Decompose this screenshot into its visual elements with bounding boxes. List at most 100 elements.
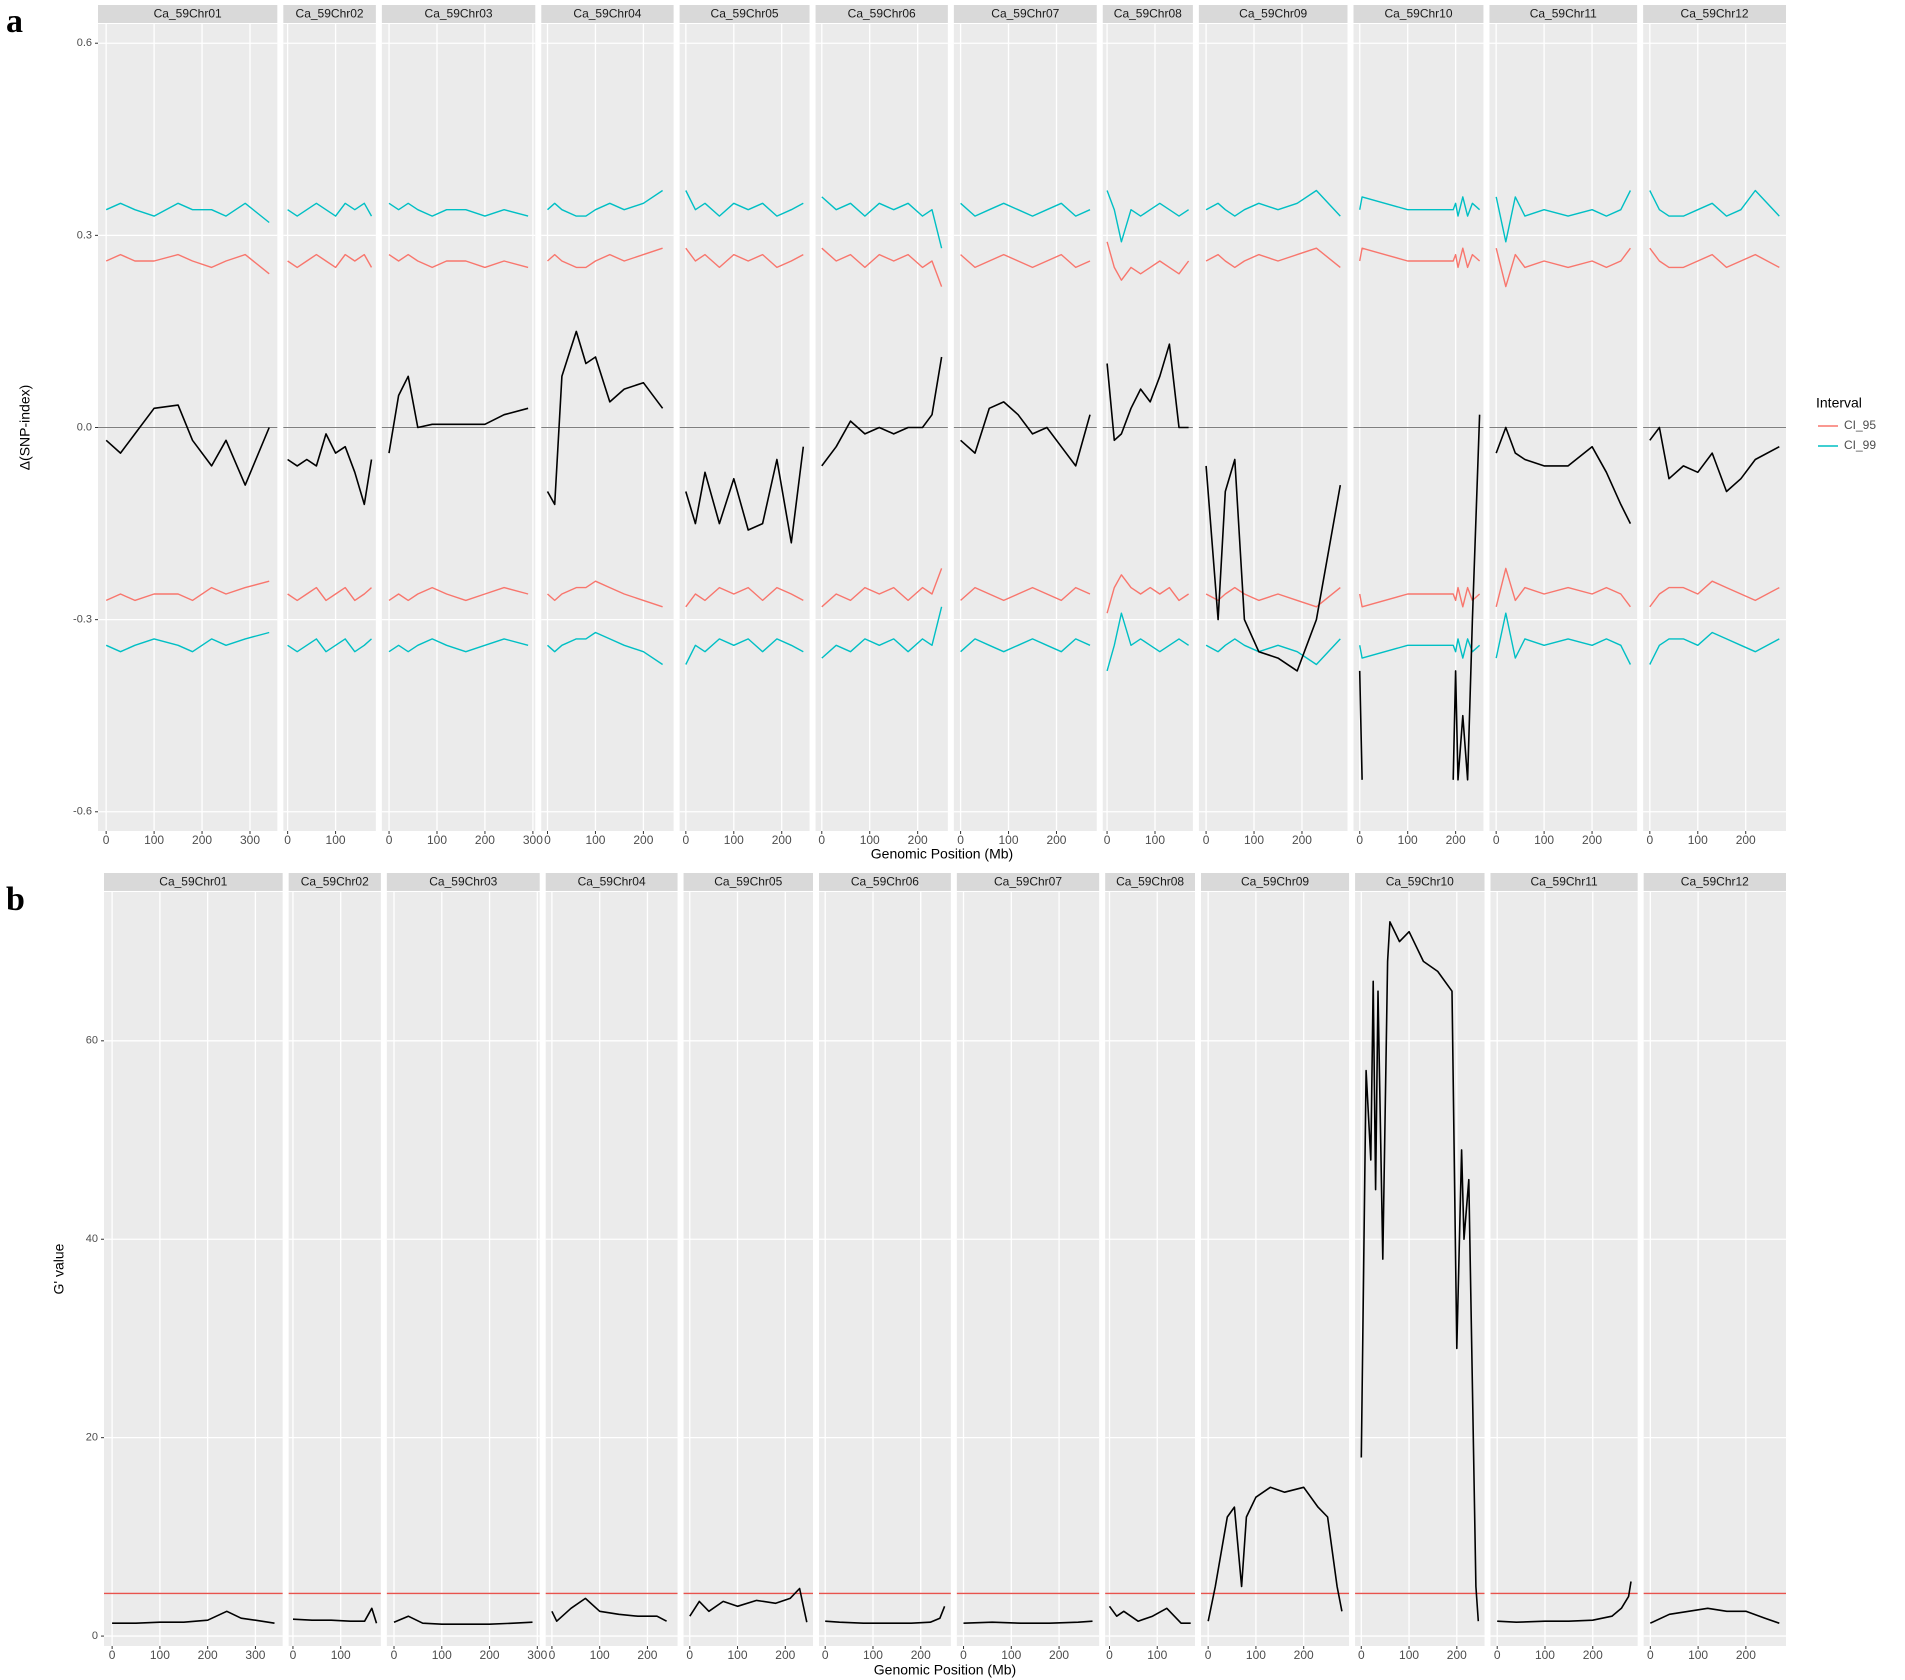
ci-upper-line (1359, 247, 1481, 269)
ci-upper-line (105, 202, 270, 224)
ci-lower-line (960, 586, 1091, 602)
ci-upper-line (547, 189, 663, 217)
x-tick-label: 200 (775, 1648, 795, 1662)
delta-snp-line (1495, 426, 1632, 524)
delta-snp-line (105, 404, 270, 486)
facet-strip (956, 873, 1100, 891)
facet-strip (1105, 873, 1195, 891)
ci-upper-line (1106, 190, 1189, 243)
ci-lower-line (821, 606, 943, 659)
ci-lower-line (685, 638, 804, 665)
x-tick-label: 100 (1147, 1648, 1167, 1662)
facet-label: Ca_59Chr04 (573, 7, 641, 21)
delta-snp-line (1106, 343, 1189, 442)
x-tick-label: 100 (585, 833, 605, 847)
x-tick-label: 100 (1535, 1648, 1555, 1662)
x-tick-label: 100 (1145, 833, 1165, 847)
ci-upper-line (1359, 196, 1481, 217)
y-axis-title: G' value (51, 1243, 67, 1294)
ci-lower-line (1359, 638, 1481, 659)
facet-panel (818, 892, 951, 1646)
ci-lower-line (388, 638, 529, 653)
delta-snp-line (821, 356, 943, 467)
g-value-line (1649, 1607, 1780, 1624)
facet-strip (386, 873, 540, 891)
g-value-line (1207, 1486, 1343, 1622)
ci-lower-line (547, 580, 663, 608)
facet-panel (1643, 892, 1786, 1646)
delta-snp-line (1649, 426, 1780, 493)
ci-upper-line (1205, 189, 1341, 217)
facet-label: Ca_59Chr01 (159, 875, 227, 889)
x-tick-label: 100 (331, 1648, 351, 1662)
x-tick-label: 100 (728, 1648, 748, 1662)
facet-strip (541, 5, 674, 23)
x-tick-label: 100 (1398, 833, 1418, 847)
x-tick-label: 0 (960, 1648, 967, 1662)
facet-strip (104, 873, 283, 891)
g-value-line (112, 1610, 275, 1624)
x-tick-label: 0 (290, 1648, 297, 1662)
delta-snp-line (388, 375, 529, 454)
facet-panel (288, 892, 381, 1646)
delta-snp-line (546, 330, 664, 506)
facet-strip (953, 5, 1097, 23)
facet-strip (545, 873, 678, 891)
x-tick-label: 0 (391, 1648, 398, 1662)
x-tick-label: 200 (480, 1648, 500, 1662)
facet-label: Ca_59Chr03 (425, 7, 493, 21)
ci-upper-line (821, 247, 943, 287)
ci-lower-line (1205, 638, 1341, 666)
ci-upper-line (287, 202, 373, 217)
y-tick-label: 40 (86, 1233, 98, 1245)
facet-label: Ca_59Chr02 (296, 7, 364, 21)
facet-panel (545, 892, 678, 1646)
facet-label: Ca_59Chr11 (1531, 875, 1598, 889)
x-tick-label: 0 (284, 833, 291, 847)
legend-label: CI_95 (1844, 418, 1876, 432)
x-tick-label: 0 (957, 833, 964, 847)
facet-panel (104, 892, 283, 1646)
x-tick-label: 300 (523, 833, 543, 847)
x-tick-label: 200 (192, 833, 212, 847)
facet-strip (815, 5, 948, 23)
facet-label: Ca_59Chr08 (1116, 875, 1184, 889)
x-tick-label: 0 (1104, 833, 1111, 847)
x-tick-label: 0 (544, 833, 551, 847)
g-value-line (551, 1597, 667, 1622)
x-tick-label: 200 (1582, 833, 1602, 847)
ci-upper-line (1495, 247, 1631, 288)
facet-panel (1355, 892, 1485, 1646)
x-tick-label: 100 (1534, 833, 1554, 847)
y-tick-label: 0 (92, 1630, 98, 1642)
ci-upper-line (685, 190, 804, 217)
x-tick-label: 0 (1494, 1648, 1501, 1662)
ci-upper-line (1106, 241, 1190, 281)
x-tick-label: 0 (386, 833, 393, 847)
delta-snp-line (960, 401, 1091, 467)
ci-upper-line (960, 253, 1091, 269)
facet-label: Ca_59Chr01 (154, 7, 222, 21)
delta-snp-line (1358, 414, 1481, 781)
ci-lower-line (1495, 612, 1632, 665)
y-tick-label: 0.3 (77, 229, 92, 241)
facet-strip (1490, 873, 1638, 891)
facet-panel (683, 892, 813, 1646)
x-tick-label: 0 (1356, 833, 1363, 847)
x-tick-label: 100 (150, 1648, 170, 1662)
x-tick-label: 0 (1205, 1648, 1212, 1662)
x-tick-label: 0 (1493, 833, 1500, 847)
x-tick-label: 300 (240, 833, 260, 847)
delta-snp-line (1205, 458, 1342, 672)
x-tick-label: 200 (475, 833, 495, 847)
x-tick-label: 100 (432, 1648, 452, 1662)
x-tick-label: 100 (999, 833, 1019, 847)
y-tick-label: 20 (86, 1432, 98, 1444)
x-tick-label: 200 (637, 1648, 657, 1662)
x-tick-label: 200 (1294, 1648, 1314, 1662)
facet-label: Ca_59Chr10 (1386, 875, 1454, 889)
x-tick-label: 200 (1049, 1648, 1069, 1662)
ci-upper-line (1205, 247, 1341, 269)
